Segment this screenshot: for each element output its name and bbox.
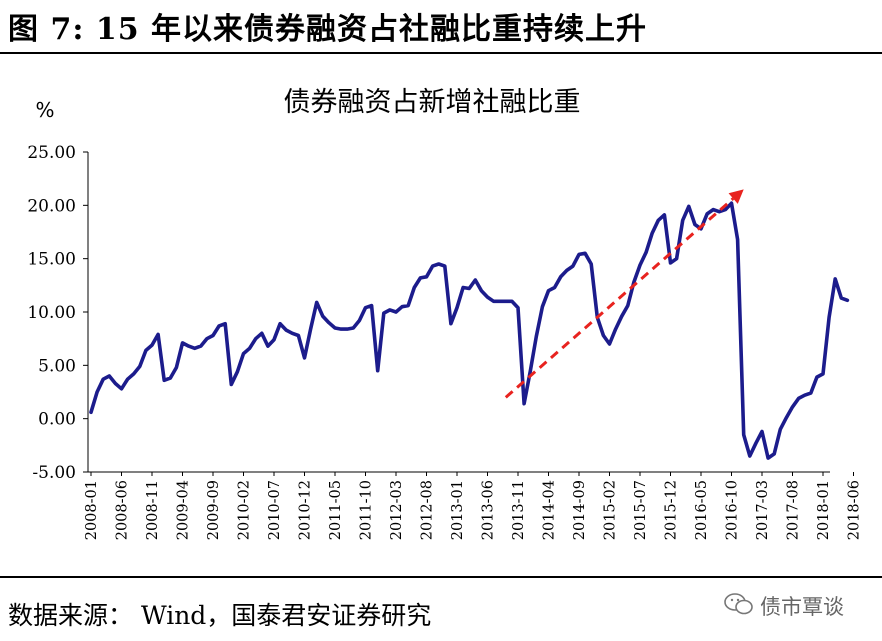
y-tick-label: 25.00 xyxy=(27,143,76,163)
y-axis: 25.00 20.00 15.00 10.00 5.00 0.00 -5.00 xyxy=(27,143,89,483)
x-tick-label: 2018-06 xyxy=(847,480,863,540)
source-note: 数据来源： Wind，国泰君安证券研究 xyxy=(8,601,432,630)
x-tick-label: 2013-01 xyxy=(450,480,466,540)
y-tick-label: 5.00 xyxy=(38,356,76,376)
trend-annotation xyxy=(504,189,744,399)
bottom-rule xyxy=(0,576,882,578)
x-tick-label: 2015-02 xyxy=(603,480,619,540)
x-tick-label: 2012-08 xyxy=(420,480,436,540)
x-tick-label: 2011-05 xyxy=(328,480,344,540)
x-tick-label: 2013-11 xyxy=(511,480,527,540)
x-tick-label: 2015-12 xyxy=(664,480,680,540)
y-tick-label: -5.00 xyxy=(32,463,76,483)
x-tick-label: 2008-01 xyxy=(84,480,100,540)
x-tick-label: 2012-03 xyxy=(389,480,405,540)
x-tick-label: 2018-01 xyxy=(816,480,832,540)
trend-arrow-shaft xyxy=(504,197,735,399)
chart-title: 债券融资占新增社融比重 xyxy=(284,87,581,118)
x-tick-label: 2008-06 xyxy=(115,480,131,540)
x-tick-label: 2009-09 xyxy=(206,480,222,540)
x-tick-label: 2014-04 xyxy=(542,480,558,540)
x-tick-label: 2010-12 xyxy=(298,480,314,540)
trend-arrow-head xyxy=(728,189,744,204)
x-tick-label: 2010-02 xyxy=(237,480,253,540)
x-tick-label: 2010-07 xyxy=(267,480,283,540)
top-rule xyxy=(0,52,882,54)
x-tick-label: 2016-05 xyxy=(694,480,710,540)
x-axis: 2008-01 2008-06 2008-11 2009-04 2009-09 2010-… xyxy=(84,471,863,540)
x-tick-label: 2017-08 xyxy=(786,480,802,540)
figure-title: 图 7: 15 年以来债券融资占社融比重持续上升 xyxy=(8,12,648,47)
x-tick-label: 2013-06 xyxy=(481,480,497,540)
series-layer xyxy=(89,201,850,460)
x-tick-label: 2014-09 xyxy=(572,480,588,540)
y-tick-label: 20.00 xyxy=(27,196,76,216)
y-tick-label: 0.00 xyxy=(38,410,76,430)
series-line-0 xyxy=(89,201,850,460)
watermark-text: 债市覃谈 xyxy=(760,595,844,619)
x-tick-label: 2011-10 xyxy=(359,480,375,540)
x-tick-label: 2017-03 xyxy=(755,480,771,540)
x-tick-label: 2008-11 xyxy=(145,480,161,540)
x-tick-label: 2009-04 xyxy=(176,480,192,540)
y-axis-unit: % xyxy=(35,98,54,122)
wechat-icon xyxy=(724,592,754,621)
y-tick-label: 15.00 xyxy=(27,250,76,270)
watermark: 债市覃谈 xyxy=(724,591,844,621)
x-tick-label: 2016-10 xyxy=(725,480,741,540)
x-tick-label: 2015-07 xyxy=(633,480,649,540)
y-tick-label: 10.00 xyxy=(27,303,76,323)
